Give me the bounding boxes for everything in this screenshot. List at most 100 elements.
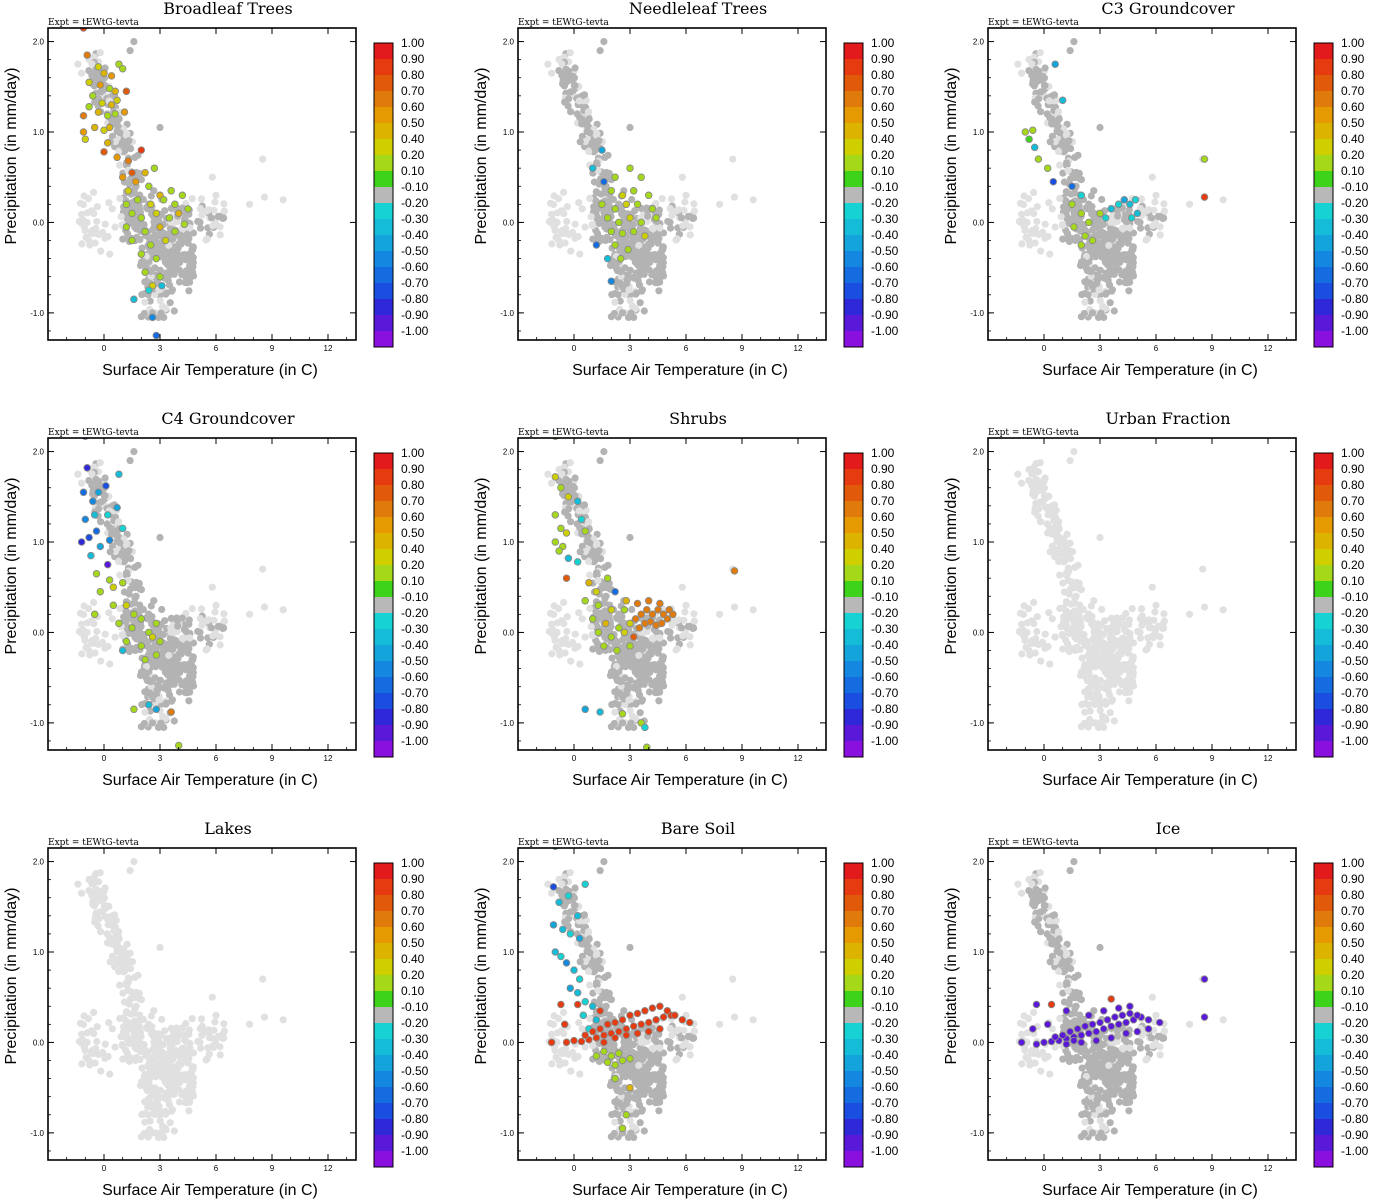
data-point <box>592 241 601 249</box>
background-point <box>106 1070 114 1078</box>
data-point <box>79 128 88 136</box>
background-point <box>1028 227 1036 235</box>
background-point <box>194 217 202 226</box>
colorbar-label: -0.80 <box>401 702 429 716</box>
background-point <box>1078 701 1086 709</box>
background-point <box>618 309 627 317</box>
data-point <box>1096 209 1104 218</box>
data-point <box>113 96 121 105</box>
colorbar-swatch <box>374 863 393 879</box>
data-point <box>1200 193 1209 201</box>
background-point <box>125 647 133 656</box>
x-tick-label: 9 <box>740 754 745 763</box>
background-point <box>604 561 612 569</box>
colorbar-swatch <box>1314 155 1333 171</box>
background-point <box>123 979 131 987</box>
background-point <box>78 650 86 658</box>
background-point <box>111 223 119 231</box>
background-point <box>205 1026 213 1034</box>
background-point <box>1100 661 1108 669</box>
background-point <box>652 627 660 636</box>
background-point <box>1018 650 1026 658</box>
background-point <box>1065 647 1073 656</box>
background-point <box>189 1083 197 1091</box>
background-point <box>1097 243 1105 251</box>
colorbar-label: -0.60 <box>401 670 429 684</box>
colorbar-swatch <box>374 565 393 581</box>
x-tick-label: 0 <box>1042 344 1047 353</box>
background-point <box>108 615 116 623</box>
data-point <box>730 567 739 575</box>
background-point <box>1096 223 1104 231</box>
background-point <box>159 712 167 720</box>
data-point <box>131 177 140 186</box>
colorbar-label: 0.70 <box>401 904 425 918</box>
background-point <box>1076 601 1084 609</box>
background-point <box>141 708 149 716</box>
background-point <box>1084 652 1092 660</box>
background-point <box>1156 641 1164 649</box>
background-point <box>1037 247 1045 255</box>
background-point <box>666 205 674 213</box>
data-point <box>107 101 116 109</box>
background-point <box>151 290 159 299</box>
x-axis-label: Surface Air Temperature (in C) <box>572 362 788 379</box>
background-point <box>635 651 643 660</box>
background-point <box>1033 203 1041 211</box>
background-point <box>656 688 664 696</box>
x-tick-label: 3 <box>628 754 633 763</box>
background-point <box>678 173 686 181</box>
x-tick-label: 3 <box>158 344 163 353</box>
colorbar-label: 0.80 <box>401 478 425 492</box>
background-point <box>553 619 562 627</box>
background-point <box>1033 217 1041 226</box>
background-point <box>1070 448 1078 456</box>
background-point <box>1152 601 1160 609</box>
background-point <box>681 608 689 616</box>
data-point <box>1133 209 1142 218</box>
background-point <box>1107 218 1115 226</box>
colorbar-swatch <box>374 1023 393 1039</box>
colorbar-label: -0.80 <box>401 1112 429 1126</box>
x-axis-label: Surface Air Temperature (in C) <box>102 772 318 789</box>
background-point <box>156 533 164 542</box>
background-point <box>571 630 579 638</box>
background-point <box>1045 609 1053 617</box>
background-point <box>164 257 172 265</box>
background-point <box>140 719 148 728</box>
background-point <box>617 235 625 243</box>
colorbar: 1.000.900.800.700.600.500.400.200.10-0.1… <box>373 446 429 758</box>
background-point <box>1051 138 1059 146</box>
background-point <box>136 1011 144 1019</box>
background-point <box>1118 614 1126 622</box>
data-point <box>120 108 129 116</box>
data-point <box>657 619 666 628</box>
data-point <box>1077 191 1086 200</box>
background-point <box>581 138 590 146</box>
x-tick-label: 9 <box>270 344 275 353</box>
colorbar-label: -0.40 <box>401 638 429 652</box>
colorbar-swatch <box>374 1119 393 1135</box>
background-point <box>1041 644 1049 652</box>
background-point <box>1064 576 1072 585</box>
colorbar-label: -0.70 <box>401 686 429 700</box>
background-point <box>1106 268 1114 276</box>
chart-title: Urban Fraction <box>1105 409 1230 428</box>
background-point <box>560 463 568 471</box>
background-point <box>638 287 646 295</box>
data-point <box>133 196 142 204</box>
background-point <box>1041 220 1049 228</box>
data-point <box>596 708 604 716</box>
colorbar-swatch <box>374 203 393 219</box>
background-point <box>118 631 126 639</box>
background-point <box>137 586 145 594</box>
data-point <box>103 560 112 569</box>
background-point <box>78 1060 86 1068</box>
y-tick-label: 1.0 <box>33 128 45 137</box>
background-point <box>1138 621 1146 629</box>
background-point <box>1104 276 1112 285</box>
background-point <box>177 645 185 653</box>
x-tick-label: 3 <box>158 1164 163 1173</box>
background-point <box>1071 594 1079 602</box>
background-point <box>1033 627 1041 636</box>
